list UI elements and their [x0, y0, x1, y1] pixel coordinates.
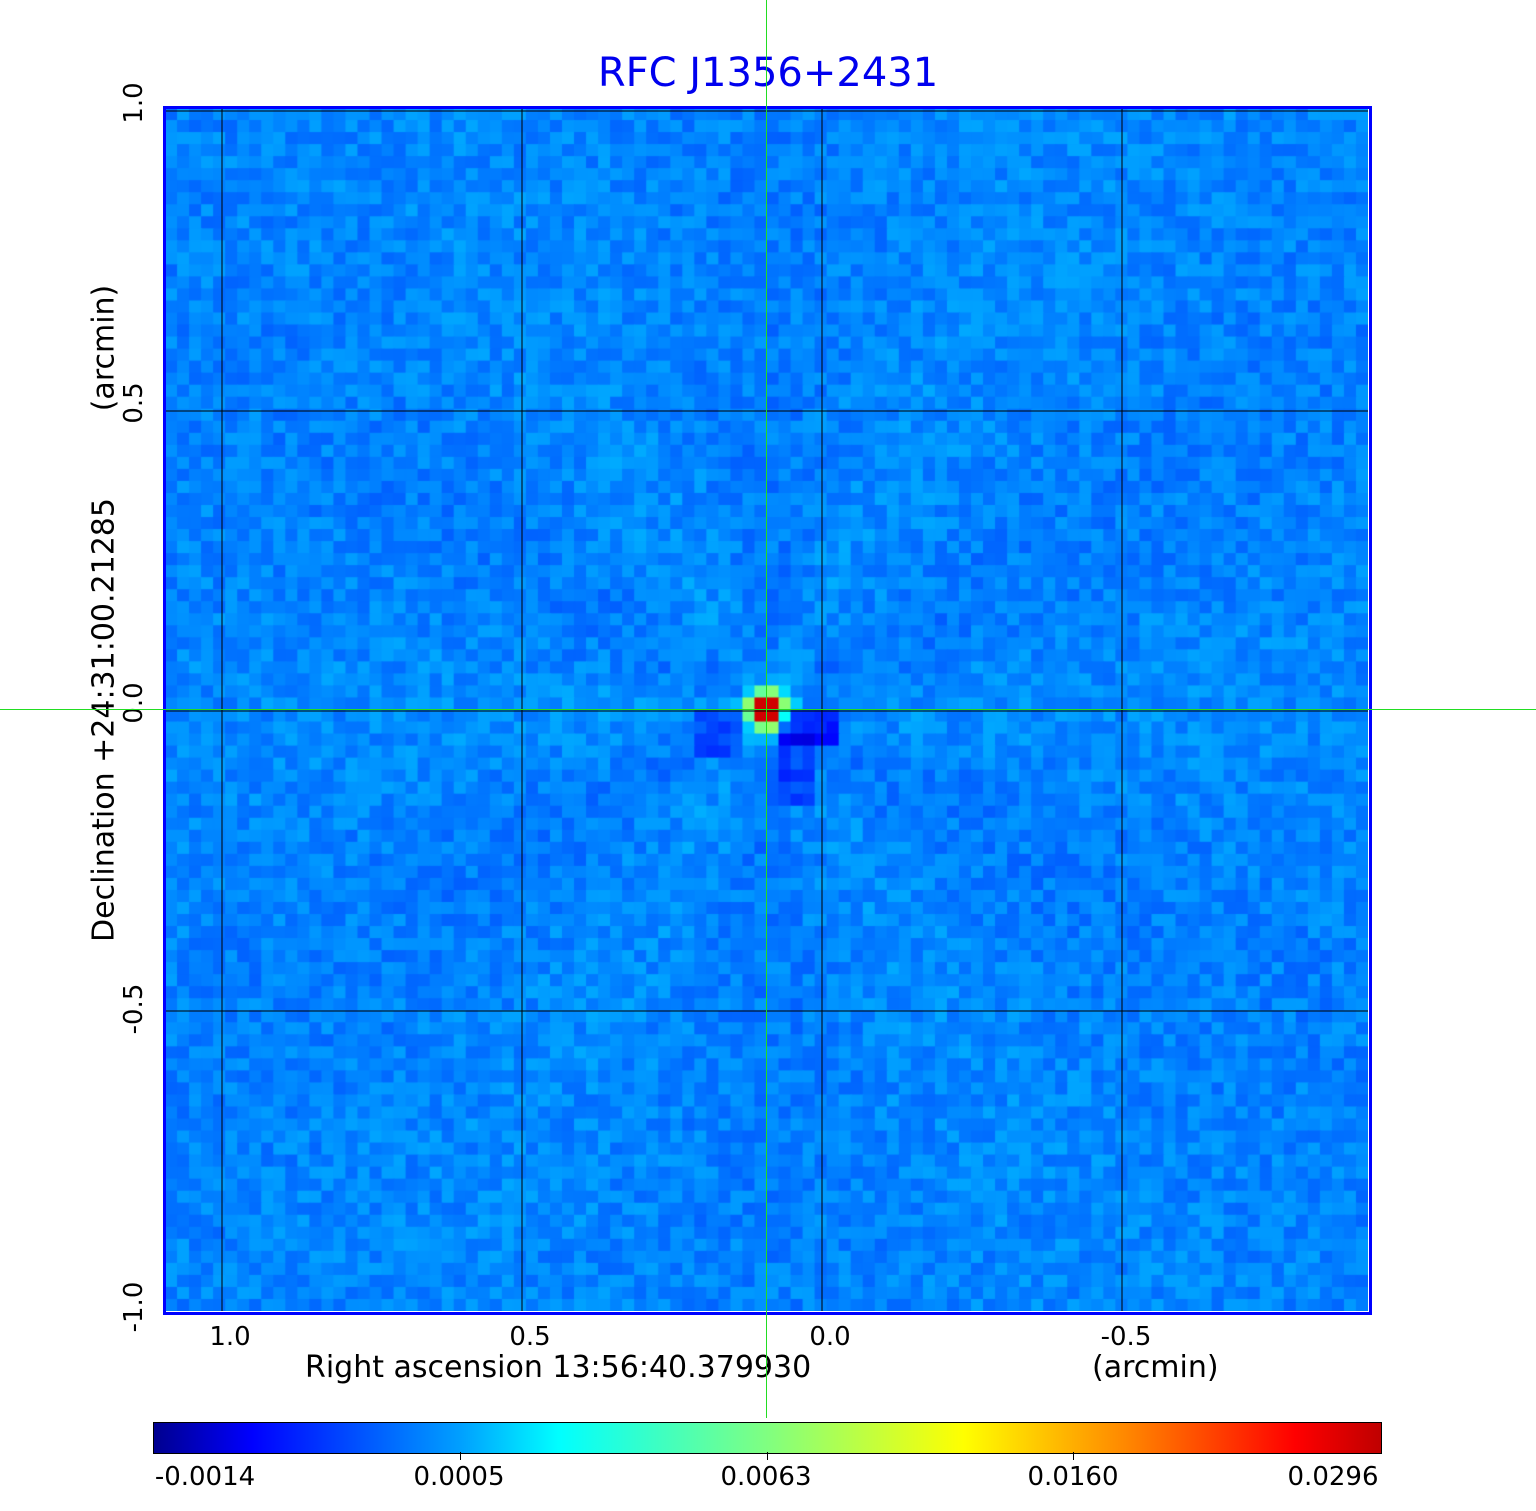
colorbar-tick-label: 0.0160: [1027, 1462, 1119, 1492]
colorbar-tick-label: -0.0014: [154, 1462, 256, 1492]
colorbar-tick: [767, 1452, 768, 1460]
y-tick-label: 0.5: [119, 382, 149, 424]
plot-frame: [163, 106, 1372, 1315]
chart-title: RFC J1356+2431: [597, 50, 939, 96]
x-tick-label: 0.5: [509, 1322, 551, 1352]
y-tick-label: 1.0: [119, 82, 149, 124]
x-tick-label: 0.0: [809, 1322, 851, 1352]
colorbar-tick: [460, 1452, 461, 1460]
colorbar-tick-label: 0.0005: [413, 1462, 505, 1492]
y-tick-label: -0.5: [119, 983, 149, 1035]
x-tick-label: 1.0: [209, 1322, 251, 1352]
x-tick-label: -0.5: [1100, 1322, 1152, 1352]
y-axis-label: Declination +24:31:00.21285: [86, 498, 122, 942]
x-axis-unit: (arcmin): [1092, 1350, 1219, 1385]
y-tick-label: -1.0: [119, 1281, 149, 1333]
colorbar-tick-label: 0.0296: [1287, 1462, 1379, 1492]
colorbar: [153, 1422, 1382, 1454]
crosshair-horizontal[interactable]: [0, 709, 1536, 710]
y-tick-label: 0.0: [119, 682, 149, 724]
x-axis-label: Right ascension 13:56:40.379930: [305, 1350, 812, 1385]
colorbar-tick-label: 0.0063: [720, 1462, 812, 1492]
y-axis-unit: (arcmin): [86, 284, 122, 412]
colorbar-tick: [1073, 1452, 1074, 1460]
